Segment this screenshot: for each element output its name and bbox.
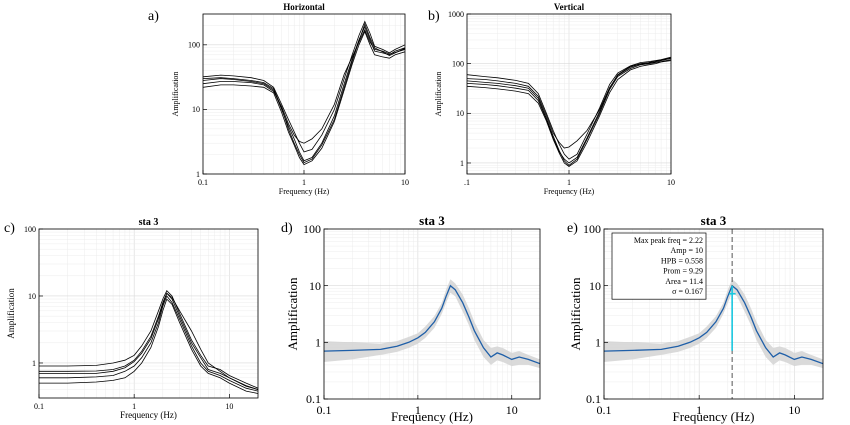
y-tick-label: 100 <box>583 222 601 236</box>
chart-title: sta 3 <box>701 213 727 228</box>
y-tick-label: 1 <box>315 336 321 350</box>
x-axis-label: Frequency (Hz) <box>673 409 755 424</box>
x-tick-label: 0.1 <box>597 403 612 417</box>
peak-stat-line: HPB = 0.558 <box>661 256 703 265</box>
peak-stat-line: σ = 0.167 <box>672 287 703 296</box>
panel-label: a) <box>148 9 159 24</box>
x-tick-label: 0.1 <box>34 402 44 411</box>
axes-frame <box>603 228 824 400</box>
y-tick-label: 0.1 <box>586 392 601 406</box>
y-tick-label: 10 <box>192 105 200 114</box>
x-tick-label: 1 <box>696 403 702 417</box>
chart-title: sta 3 <box>139 217 159 228</box>
peak-stat-line: Area = 11.4 <box>665 277 703 286</box>
peak-stat-line: Max peak freq = 2.22 <box>634 236 703 245</box>
grid <box>323 228 541 400</box>
y-tick-label: 10 <box>456 109 464 118</box>
panel-c: 0.1 1 10 1 10 100 sta 3 Frequency (Hz) Amplifica… <box>4 217 259 420</box>
y-tick-label: 1 <box>32 359 36 368</box>
series-line-1 <box>203 25 405 162</box>
y-tick-label: 1 <box>460 159 464 168</box>
panel-b: .1 1 10 1 10 100 1000 Vertical Frequency (Hz) Amp… <box>428 2 675 196</box>
x-tick-label: 10 <box>667 178 675 187</box>
y-tick-label: 10 <box>309 279 321 293</box>
mean-curve <box>604 284 823 365</box>
y-axis-label: Amplification <box>285 277 300 350</box>
plot-area <box>604 229 823 399</box>
y-tick-label: 100 <box>303 222 321 236</box>
mean-curve <box>324 284 540 365</box>
x-axis-label: Frequency (Hz) <box>391 409 473 424</box>
y-tick-label: 100 <box>24 225 36 234</box>
series-line-4 <box>467 57 671 149</box>
panel-label: c) <box>4 221 15 236</box>
panel-e: 0.1 1 10 0.1 1 10 100 sta 3 Frequency (Hz) Amplif… <box>567 213 824 424</box>
panel-label: e) <box>567 221 578 236</box>
panel-label: b) <box>428 9 440 24</box>
plot-area <box>39 290 258 394</box>
peak-stats-box <box>611 232 707 300</box>
x-axis-label: Frequency (Hz) <box>544 187 595 196</box>
peak-stat-line: Amp = 10 <box>670 246 703 255</box>
axes-frame <box>38 228 259 399</box>
y-tick-label: 0.1 <box>306 392 321 406</box>
x-tick-label: 10 <box>225 402 233 411</box>
panel-d: 0.1 1 10 0.1 1 10 100 sta 3 Frequency (Hz) Amplif… <box>281 213 541 424</box>
panel-label: d) <box>281 221 293 236</box>
x-axis-label: Frequency (Hz) <box>120 410 177 420</box>
series-line-3 <box>467 60 671 167</box>
y-tick-label: 1000 <box>448 10 464 19</box>
x-tick-label: 0.1 <box>198 178 208 187</box>
x-tick-label: 1 <box>302 178 306 187</box>
plot-area <box>203 20 405 166</box>
series-line-2 <box>203 20 405 153</box>
y-tick-label: 100 <box>188 41 200 50</box>
chart-title: Vertical <box>554 2 585 12</box>
y-axis-label: Amplification <box>568 277 583 350</box>
x-tick-label: .1 <box>464 178 470 187</box>
y-tick-label: 1 <box>196 170 200 179</box>
chart-title: Horizontal <box>283 2 325 12</box>
chart-title: sta 3 <box>419 213 445 228</box>
y-tick-label: 10 <box>28 292 36 301</box>
series-line-3 <box>203 30 405 166</box>
series-line-5 <box>203 22 405 164</box>
series-line-2 <box>39 295 258 392</box>
series-line-2 <box>467 56 671 160</box>
y-axis-label: Amplification <box>6 288 16 339</box>
y-tick-label: 1 <box>595 336 601 350</box>
series-line-4 <box>39 298 258 394</box>
x-tick-label: 1 <box>567 178 571 187</box>
series-line-5 <box>39 292 258 390</box>
y-tick-label: 10 <box>589 279 601 293</box>
series-line-4 <box>203 28 405 144</box>
y-axis-label: Amplification <box>434 72 443 117</box>
series-line-1 <box>467 59 671 166</box>
y-tick-label: 100 <box>452 59 464 68</box>
grid <box>466 13 672 175</box>
x-tick-label: 1 <box>415 403 421 417</box>
axes-frame <box>323 228 541 400</box>
x-tick-label: 1 <box>132 402 136 411</box>
x-tick-label: 0.1 <box>317 403 332 417</box>
y-axis-label: Amplification <box>171 72 180 117</box>
grid <box>202 13 406 175</box>
x-axis-label: Frequency (Hz) <box>279 187 330 196</box>
peak-stat-line: Prom = 9.29 <box>663 267 703 276</box>
x-tick-label: 10 <box>506 403 518 417</box>
x-tick-label: 10 <box>401 178 409 187</box>
plot-area <box>324 279 540 369</box>
series-line-5 <box>467 57 671 164</box>
series-line-3 <box>39 290 258 389</box>
x-tick-label: 10 <box>788 403 800 417</box>
plot-area <box>467 56 671 167</box>
